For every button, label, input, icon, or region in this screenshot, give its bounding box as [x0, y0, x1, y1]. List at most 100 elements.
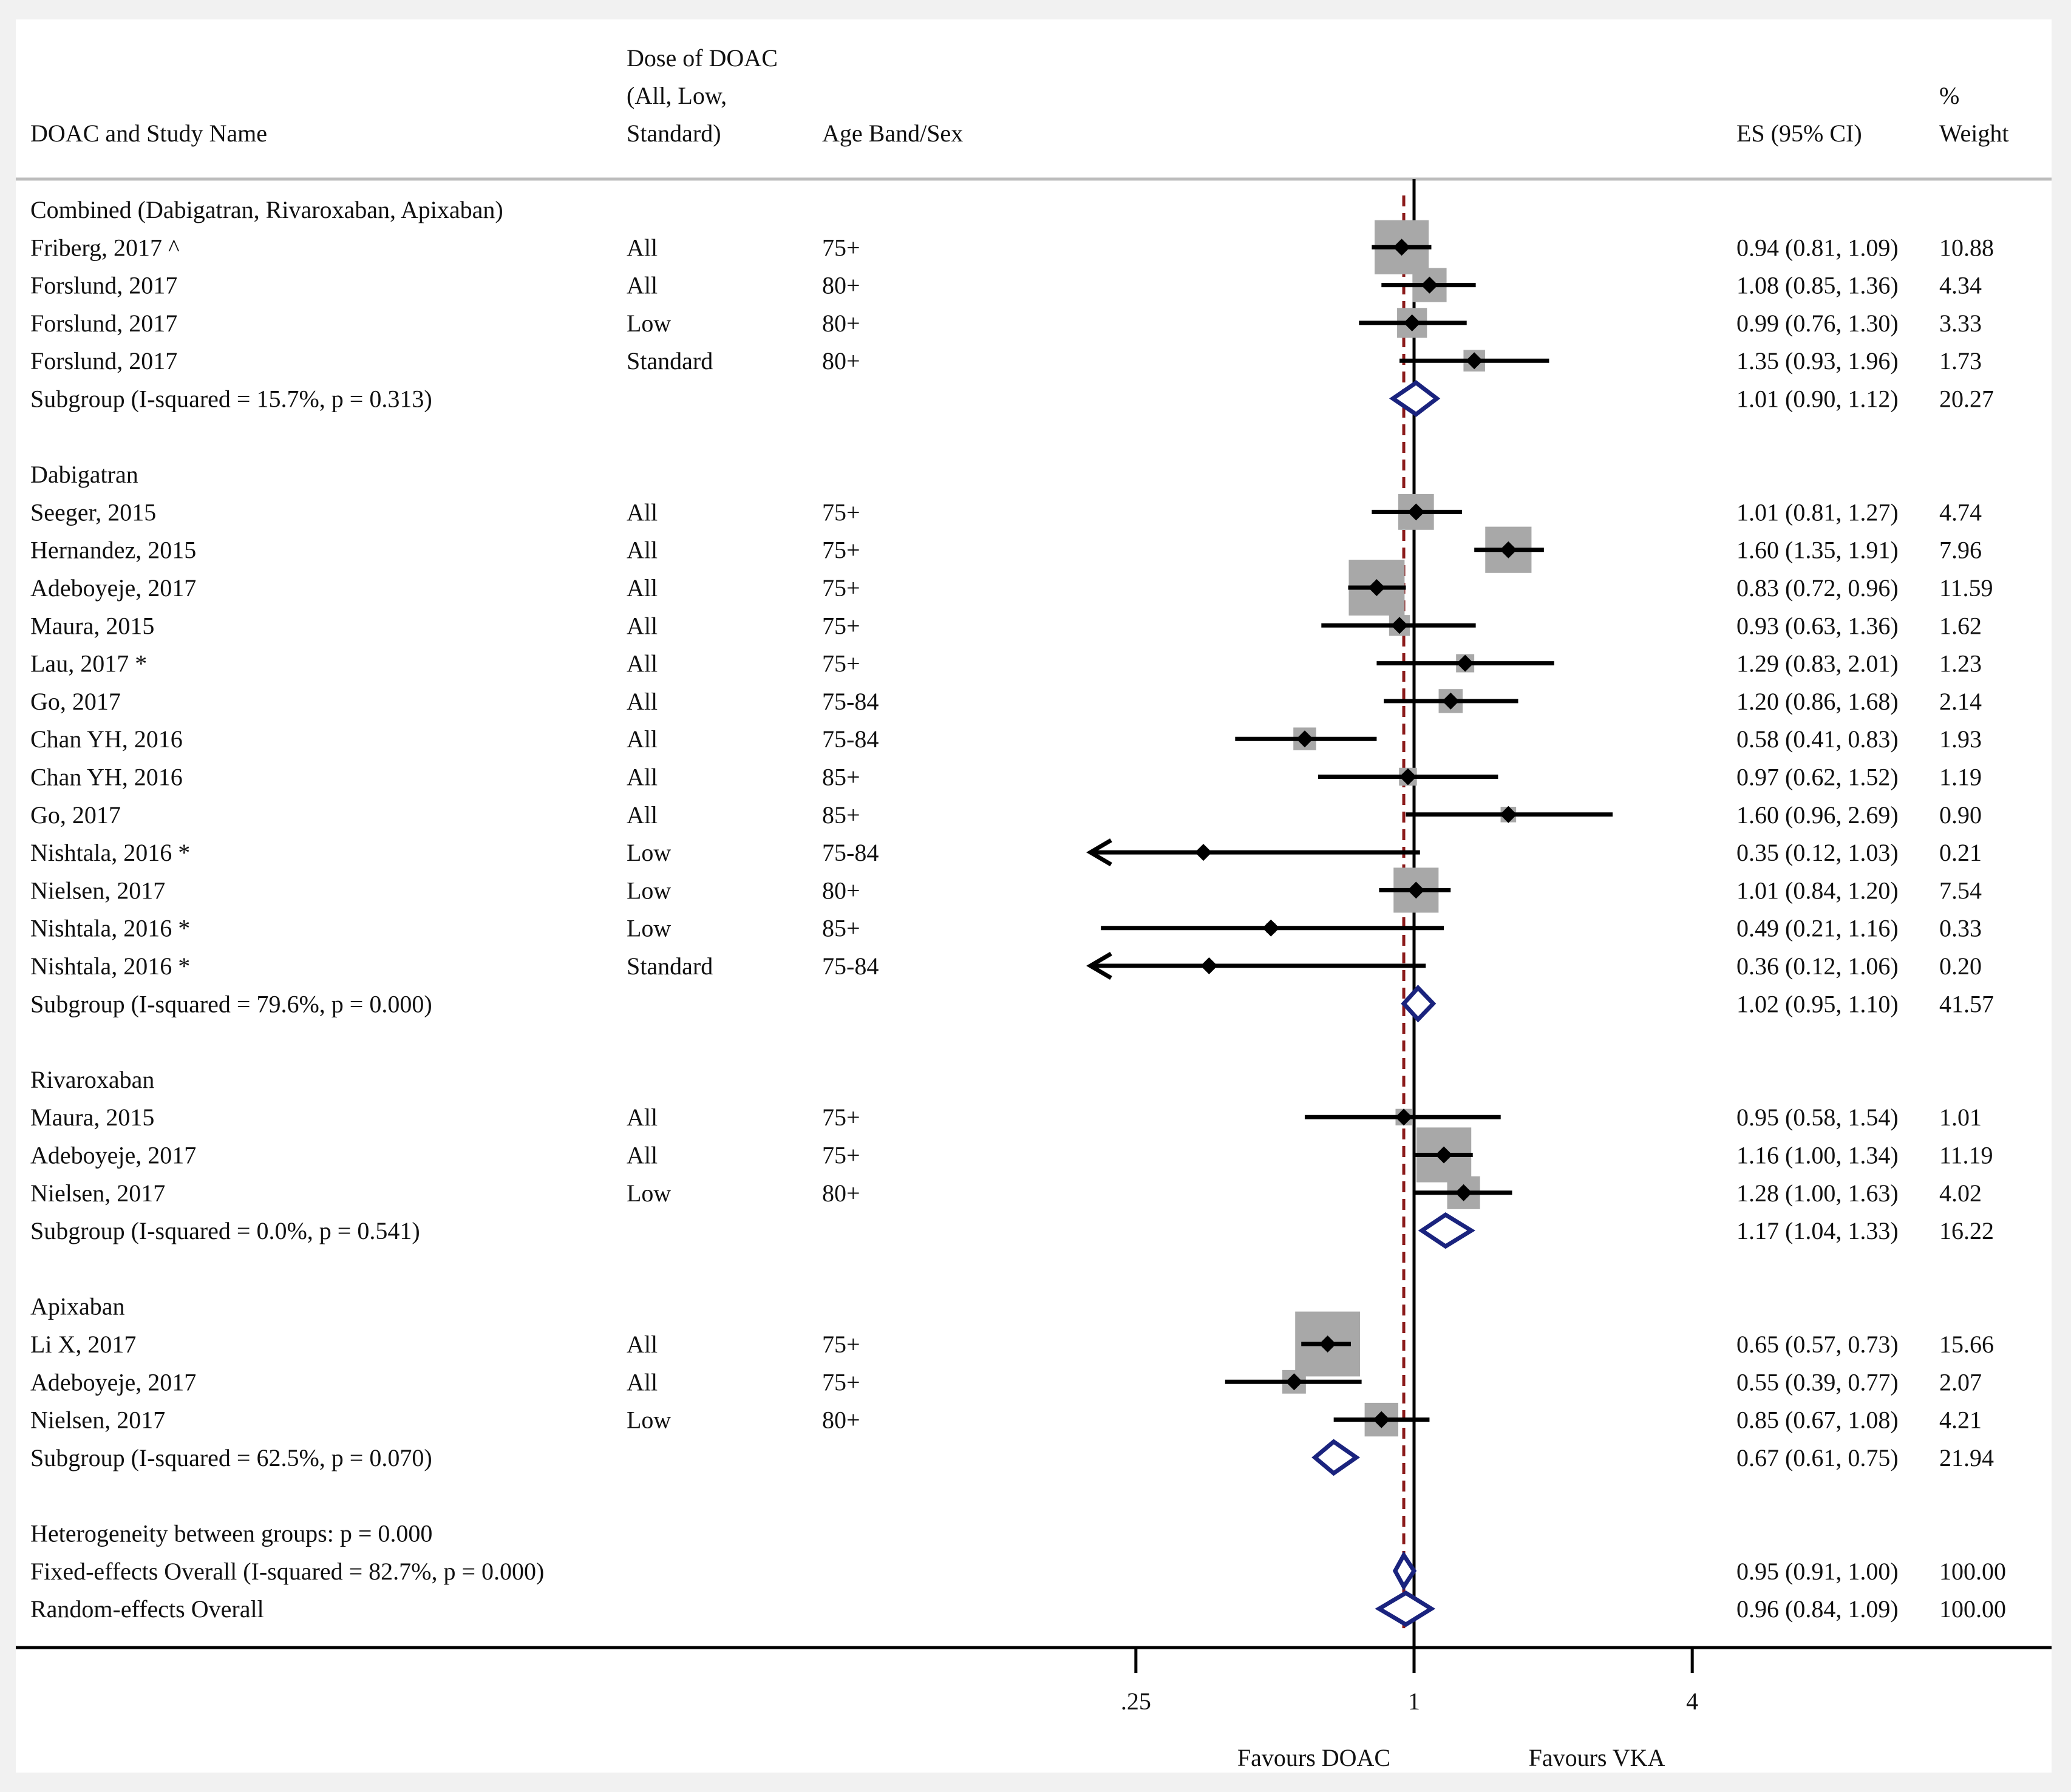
dose-cell: Low [627, 1179, 671, 1207]
weight-cell: 100.00 [1939, 1558, 2006, 1585]
header-study-name: DOAC and Study Name [30, 120, 267, 147]
study-label: Forslund, 2017 [30, 310, 177, 337]
study-rows: Combined (Dabigatran, Rivaroxaban, Apixa… [30, 179, 2006, 1647]
es-ci-cell: 1.02 (0.95, 1.10) [1736, 990, 1899, 1017]
row-study: Forslund, 2017 All 80+ 1.08 (0.85, 1.36) 4.3… [30, 268, 1982, 302]
age-cell: 75+ [822, 1142, 860, 1169]
ci-arrow-left [1086, 951, 1112, 980]
point-estimate-marker [1407, 503, 1425, 521]
es-ci-cell: 0.85 (0.67, 1.08) [1736, 1407, 1899, 1434]
study-label: Li X, 2017 [30, 1331, 136, 1358]
dose-cell: All [627, 612, 658, 639]
header-weight-line1: % [1939, 82, 1959, 109]
overall-label: Random-effects Overall [30, 1595, 264, 1623]
subgroup-diamond [1389, 380, 1441, 417]
header-age-band: Age Band/Sex [822, 120, 963, 147]
weight-cell: 16.22 [1939, 1217, 1994, 1244]
group-label: Rivaroxaban [30, 1066, 154, 1093]
row-group: Dabigatran [30, 461, 138, 488]
favours-vka-label: Favours VKA [1529, 1744, 1665, 1771]
row-study: Adeboyeje, 2017 All 75+ 0.83 (0.72, 0.96) 11… [30, 560, 1993, 616]
weight-cell: 41.57 [1939, 990, 1994, 1017]
es-ci-cell: 0.49 (0.21, 1.16) [1736, 915, 1899, 942]
age-cell: 85+ [822, 764, 860, 791]
point-estimate-marker [1455, 1184, 1472, 1201]
study-label: Lau, 2017 * [30, 650, 147, 677]
age-cell: 75+ [822, 234, 860, 261]
dose-cell: Standard [627, 952, 713, 980]
weight-cell: 1.93 [1939, 725, 1982, 753]
study-label: Nielsen, 2017 [30, 1179, 165, 1207]
study-label: Forslund, 2017 [30, 272, 177, 299]
row-study: Chan YH, 2016 All 75-84 0.58 (0.41, 0.83) 1.… [30, 725, 1982, 753]
weight-cell: 4.34 [1939, 272, 1982, 299]
weight-cell: 2.14 [1939, 688, 1982, 715]
study-label: Nishtala, 2016 * [30, 952, 190, 980]
weight-cell: 3.33 [1939, 310, 1982, 337]
row-study: Forslund, 2017 Standard 80+ 1.35 (0.93, 1.9… [30, 347, 1982, 375]
x-tick-label: .25 [1121, 1688, 1151, 1715]
header-es-ci: ES (95% CI) [1736, 120, 1862, 147]
weight-cell: 15.66 [1939, 1331, 1994, 1358]
age-cell: 75+ [822, 1368, 860, 1396]
es-ci-cell: 1.35 (0.93, 1.96) [1736, 347, 1899, 375]
header-dose-line3: Standard) [627, 120, 721, 147]
row-study: Nishtala, 2016 * Standard 75-84 0.36 (0.12,… [30, 951, 1982, 980]
row-group: Rivaroxaban [30, 1066, 154, 1093]
es-ci-cell: 0.35 (0.12, 1.03) [1736, 839, 1899, 866]
weight-cell: 20.27 [1939, 385, 1994, 413]
point-estimate-marker [1262, 919, 1280, 937]
favours-doac-label: Favours DOAC [1237, 1744, 1390, 1771]
weight-cell: 1.73 [1939, 347, 1982, 375]
study-label: Nielsen, 2017 [30, 877, 165, 904]
row-study: Chan YH, 2016 All 85+ 0.97 (0.62, 1.52) 1.19 [30, 764, 1982, 791]
point-estimate-marker [1368, 579, 1386, 596]
ci-arrow-left [1086, 838, 1112, 867]
weight-cell: 4.74 [1939, 498, 1982, 526]
study-label: Adeboyeje, 2017 [30, 574, 196, 602]
dose-cell: All [627, 1142, 658, 1169]
dose-cell: Standard [627, 347, 713, 375]
age-cell: 85+ [822, 801, 860, 829]
point-estimate-marker [1395, 1108, 1413, 1126]
point-estimate-marker [1399, 768, 1416, 786]
age-cell: 75+ [822, 1104, 860, 1131]
subgroup-label: Subgroup (I-squared = 15.7%, p = 0.313) [30, 385, 432, 413]
study-label: Maura, 2015 [30, 1104, 154, 1131]
column-headers: DOAC and Study Name Dose of DOAC (All, L… [30, 44, 2009, 147]
point-estimate-marker [1466, 352, 1483, 370]
dose-cell: All [627, 537, 658, 564]
row-subgroup: Subgroup (I-squared = 0.0%, p = 0.541) 1.… [30, 1212, 1994, 1249]
study-label: Nielsen, 2017 [30, 1407, 165, 1434]
study-label: Forslund, 2017 [30, 347, 177, 375]
subgroup-label: Subgroup (I-squared = 0.0%, p = 0.541) [30, 1217, 420, 1244]
study-label: Seeger, 2015 [30, 498, 156, 526]
row-study: Nielsen, 2017 Low 80+ 1.28 (1.00, 1.63) 4.02 [30, 1176, 1982, 1209]
es-ci-cell: 1.17 (1.04, 1.33) [1736, 1217, 1899, 1244]
subgroup-label: Subgroup (I-squared = 79.6%, p = 0.000) [30, 990, 432, 1017]
header-dose-line1: Dose of DOAC [627, 44, 778, 72]
dose-cell: Low [627, 877, 671, 904]
study-label: Chan YH, 2016 [30, 725, 183, 753]
dose-cell: All [627, 1104, 658, 1131]
subgroup-diamond [1401, 985, 1437, 1023]
weight-cell: 100.00 [1939, 1595, 2006, 1623]
row-group: Combined (Dabigatran, Rivaroxaban, Apixa… [30, 196, 503, 223]
weight-cell: 1.23 [1939, 650, 1982, 677]
row-subgroup: Subgroup (I-squared = 62.5%, p = 0.070) 0… [30, 1439, 1994, 1476]
overall-diamond [1375, 1590, 1436, 1627]
age-cell: 75-84 [822, 839, 879, 866]
subgroup-diamond [1418, 1212, 1475, 1249]
dose-cell: All [627, 234, 658, 261]
point-estimate-marker [1296, 730, 1313, 748]
dose-cell: All [627, 498, 658, 526]
es-ci-cell: 1.08 (0.85, 1.36) [1736, 272, 1899, 299]
point-estimate-marker [1435, 1146, 1453, 1164]
study-label: Maura, 2015 [30, 612, 154, 639]
weight-cell: 0.20 [1939, 952, 1982, 980]
point-estimate-marker [1500, 541, 1517, 558]
es-ci-cell: 0.96 (0.84, 1.09) [1736, 1595, 1899, 1623]
dose-cell: Low [627, 839, 671, 866]
dose-cell: All [627, 725, 658, 753]
age-cell: 75+ [822, 612, 860, 639]
